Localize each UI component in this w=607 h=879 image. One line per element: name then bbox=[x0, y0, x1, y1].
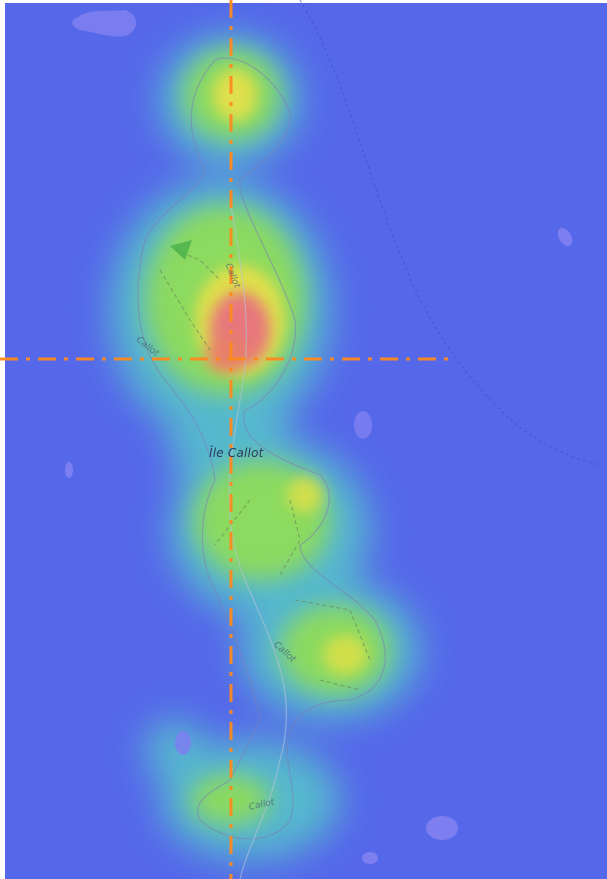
islet-4 bbox=[65, 462, 73, 478]
islet-3 bbox=[354, 411, 372, 439]
place-label: Île Callot bbox=[209, 446, 264, 460]
islet-6 bbox=[362, 852, 378, 864]
island-outline bbox=[137, 57, 386, 840]
heat-peak-layer bbox=[206, 292, 270, 373]
boundary-line bbox=[299, 0, 601, 466]
islet-2 bbox=[557, 227, 573, 247]
main-road bbox=[228, 199, 288, 879]
triangle-marker bbox=[170, 240, 192, 260]
water-background bbox=[5, 3, 607, 879]
islet-7 bbox=[175, 731, 191, 755]
islet-1 bbox=[72, 10, 136, 37]
islet-5 bbox=[426, 816, 458, 840]
